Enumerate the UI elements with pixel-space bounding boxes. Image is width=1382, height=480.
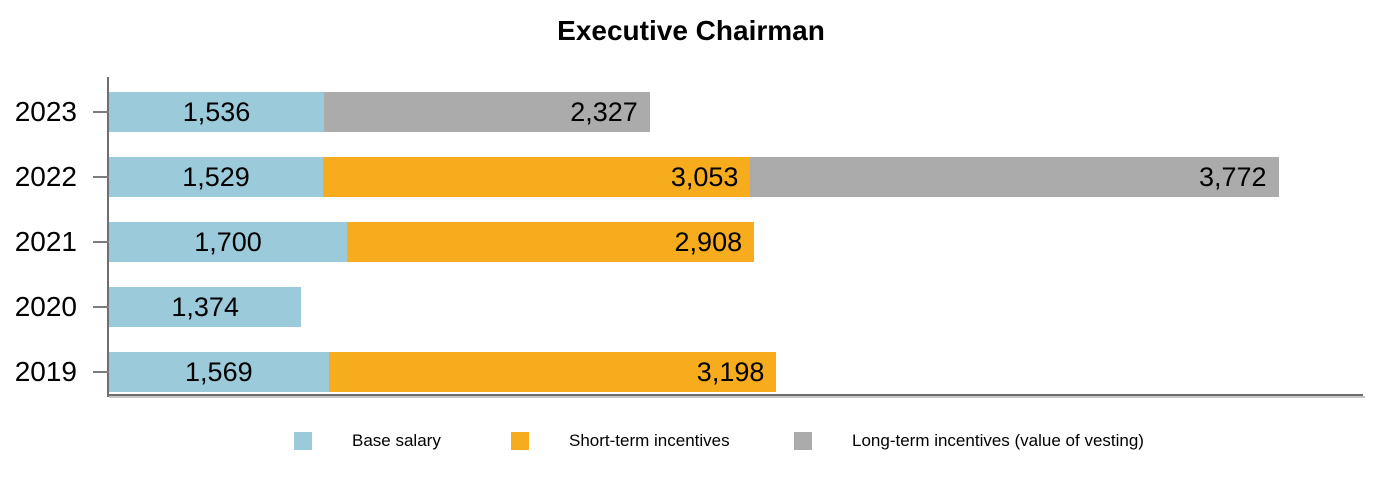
chart-row-2020: 2020 1,374 bbox=[0, 287, 1279, 327]
year-label: 2023 bbox=[14, 96, 77, 127]
chart-row-2019: 2019 1,569 3,198 bbox=[0, 352, 1279, 392]
bar-segment-base-salary: 1,374 bbox=[109, 287, 302, 327]
bar-segment-base-salary: 1,700 bbox=[109, 222, 347, 262]
chart-row-2023: 2023 1,536 2,327 bbox=[0, 92, 1279, 132]
chart-row-2021: 2021 1,700 2,908 bbox=[0, 222, 1279, 262]
legend-label-long-term-incentives: Long-term incentives (value of vesting) bbox=[852, 431, 1144, 450]
bar-segment-long-term-incentives: 2,327 bbox=[324, 92, 650, 132]
legend-item-base-salary: Base salary bbox=[294, 431, 441, 451]
axis-tick-cell bbox=[77, 287, 109, 327]
axis-tick-cell bbox=[77, 157, 109, 197]
legend: Base salary Short-term incentives Long-t… bbox=[0, 431, 1382, 451]
year-label: 2022 bbox=[14, 161, 77, 192]
bar-group: 1,536 2,327 bbox=[109, 92, 650, 132]
legend-label-base-salary: Base salary bbox=[352, 431, 441, 450]
legend-item-long-term-incentives: Long-term incentives (value of vesting) bbox=[794, 431, 1144, 451]
bar-segment-base-salary: 1,529 bbox=[109, 157, 324, 197]
legend-swatch-base-salary bbox=[294, 432, 312, 450]
axis-tick-cell bbox=[77, 222, 109, 262]
axis-tick bbox=[93, 371, 109, 373]
axis-tick-cell bbox=[77, 352, 109, 392]
bar-segment-base-salary: 1,569 bbox=[109, 352, 329, 392]
legend-label-short-term-incentives: Short-term incentives bbox=[569, 431, 730, 450]
year-label: 2021 bbox=[14, 226, 77, 257]
bar-group: 1,569 3,198 bbox=[109, 352, 777, 392]
year-label: 2020 bbox=[14, 291, 77, 322]
axis-tick bbox=[93, 306, 109, 308]
axis-tick bbox=[93, 241, 109, 243]
bar-segment-short-term-incentives: 3,198 bbox=[328, 352, 777, 392]
bar-segment-short-term-incentives: 3,053 bbox=[323, 157, 751, 197]
chart-title: Executive Chairman bbox=[557, 15, 825, 46]
axis-tick bbox=[93, 111, 109, 113]
legend-item-short-term-incentives: Short-term incentives bbox=[511, 431, 730, 451]
y-axis-line bbox=[107, 77, 109, 397]
bar-group: 1,700 2,908 bbox=[109, 222, 755, 262]
year-label: 2019 bbox=[14, 356, 77, 387]
legend-swatch-short-term-incentives bbox=[511, 432, 529, 450]
axis-tick bbox=[93, 176, 109, 178]
bar-group: 1,529 3,053 3,772 bbox=[109, 157, 1279, 197]
bar-segment-short-term-incentives: 2,908 bbox=[347, 222, 755, 262]
legend-swatch-long-term-incentives bbox=[794, 432, 812, 450]
bar-segment-base-salary: 1,536 bbox=[109, 92, 325, 132]
bar-group: 1,374 bbox=[109, 287, 302, 327]
chart-row-2022: 2022 1,529 3,053 3,772 bbox=[0, 157, 1279, 197]
bar-segment-long-term-incentives: 3,772 bbox=[750, 157, 1279, 197]
axis-tick-cell bbox=[77, 92, 109, 132]
x-axis-line bbox=[107, 394, 1363, 396]
chart-rows: 2023 1,536 2,327 2022 1,529 3,053 3,772 2021 1,7… bbox=[0, 92, 1279, 417]
